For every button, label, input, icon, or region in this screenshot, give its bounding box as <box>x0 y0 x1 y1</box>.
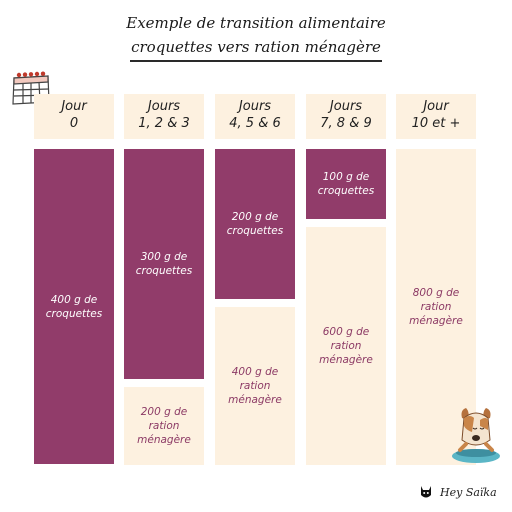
column-header-1: Jour 0 <box>34 94 114 139</box>
block-label-line: croquettes <box>226 225 284 237</box>
column-header-2: Jours 1, 2 & 3 <box>124 94 204 139</box>
kibble-block: 200 g de croquettes <box>215 149 295 299</box>
title-line-1: Exemple de transition alimentaire <box>126 14 386 32</box>
block-label-line: ménagère <box>228 394 282 406</box>
block-label-line: croquettes <box>317 185 375 197</box>
column-header-4: Jours 7, 8 & 9 <box>306 94 386 139</box>
block-label-line: ration <box>239 380 271 392</box>
title-line-2: croquettes vers ration ménagère <box>131 38 381 56</box>
title-underline <box>130 60 382 62</box>
kibble-block: 100 g de croquettes <box>306 149 386 219</box>
column-header-line: Jours <box>238 99 272 114</box>
column-header-line: Jours <box>147 99 181 114</box>
column-header-5: Jour 10 et + <box>396 94 476 139</box>
block-label-line: ration <box>330 340 362 352</box>
block-label-line: ménagère <box>137 434 191 446</box>
block-label-line: 200 g de <box>140 406 188 418</box>
cat-logo-icon <box>421 486 431 498</box>
ration-block: 600 g de ration ménagère <box>306 227 386 465</box>
block-label-line: ration <box>148 420 180 432</box>
ration-block: 200 g de ration ménagère <box>124 387 204 465</box>
ration-block: 400 g de ration ménagère <box>215 307 295 465</box>
block-label-line: 200 g de <box>231 211 279 223</box>
block-label-line: croquettes <box>45 307 103 320</box>
block-label-line: 300 g de <box>140 251 188 263</box>
column-header-line: 4, 5 & 6 <box>229 116 281 131</box>
column-header-line: 7, 8 & 9 <box>320 116 372 131</box>
dog-bowl-illustration <box>452 408 500 463</box>
column-header-line: 10 et + <box>411 116 461 131</box>
kibble-block: 400 g de croquettes <box>34 149 114 464</box>
column-header-3: Jours 4, 5 & 6 <box>215 94 295 139</box>
column-header-line: 0 <box>69 116 79 131</box>
block-label-line: ménagère <box>319 354 373 366</box>
block-label-line: 400 g de <box>231 366 279 378</box>
column-header-line: 1, 2 & 3 <box>138 116 190 131</box>
kibble-block: 300 g de croquettes <box>124 149 204 379</box>
column-header-line: Jour <box>423 99 449 114</box>
block-label-line: 800 g de <box>412 287 460 299</box>
block-label-line: 400 g de <box>50 293 98 306</box>
block-label-line: croquettes <box>135 265 193 277</box>
block-label-line: ration <box>420 301 452 313</box>
column-header-line: Jour <box>61 99 87 114</box>
block-label-line: 100 g de <box>322 171 370 183</box>
block-label-line: 600 g de <box>322 326 370 338</box>
brand-signature: Hey Saïka <box>418 480 508 504</box>
column-header-line: Jours <box>329 99 363 114</box>
brand-name: Hey Saïka <box>440 485 497 499</box>
block-label-line: ménagère <box>409 315 463 327</box>
